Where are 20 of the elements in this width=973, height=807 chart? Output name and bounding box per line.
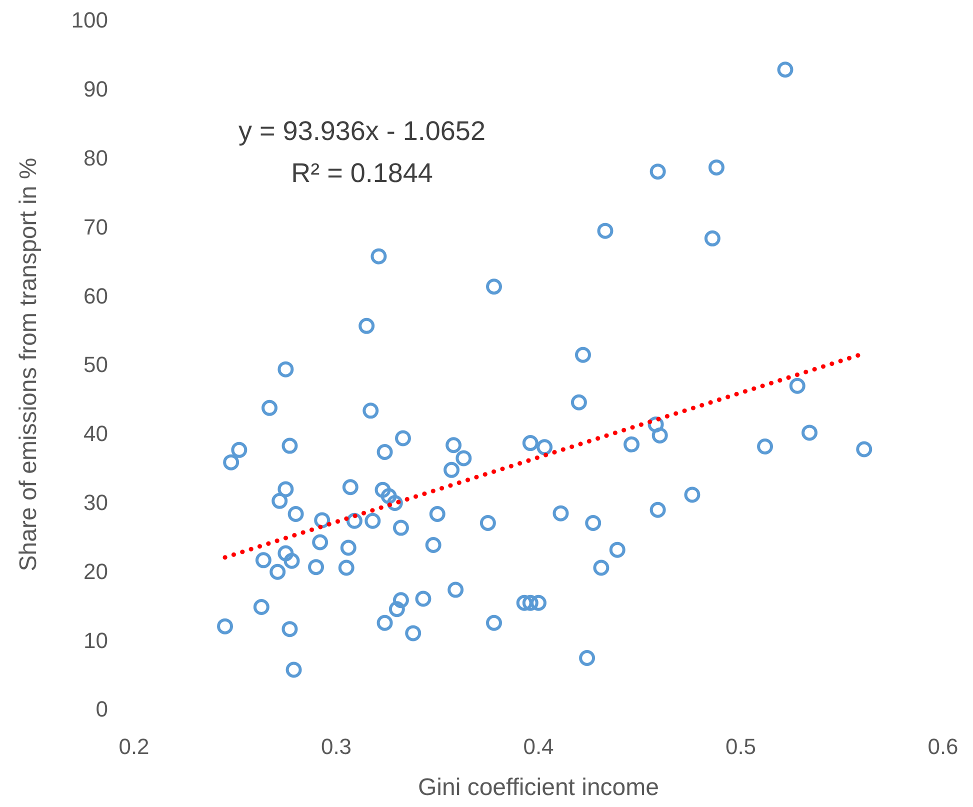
y-tick-label: 20 — [84, 558, 108, 584]
annotation: y = 93.936x - 1.0652 — [238, 116, 486, 146]
x-tick-label: 0.4 — [523, 734, 554, 759]
x-tick-label: 0.6 — [928, 734, 958, 759]
y-tick-label: 100 — [71, 8, 108, 33]
y-tick-label: 10 — [84, 628, 108, 653]
y-tick-label: 30 — [84, 490, 108, 515]
y-tick-label: 60 — [84, 283, 108, 308]
y-tick-label: 70 — [84, 214, 108, 240]
y-tick-label: 40 — [84, 421, 108, 446]
annotation: R² = 0.1844 — [291, 158, 433, 188]
x-tick-label: 0.3 — [320, 734, 352, 759]
y-tick-label: 0 — [96, 696, 108, 722]
x-tick-label: 0.5 — [725, 734, 756, 759]
x-tick-label: 0.2 — [118, 734, 150, 759]
y-tick-label: 90 — [84, 76, 108, 102]
y-tick-label: 50 — [84, 352, 108, 378]
y-tick-label: 80 — [84, 146, 108, 170]
y-axis-title: Share of emissions from transport in % — [15, 158, 42, 572]
x-axis-title: Gini coefficient income — [418, 774, 660, 801]
